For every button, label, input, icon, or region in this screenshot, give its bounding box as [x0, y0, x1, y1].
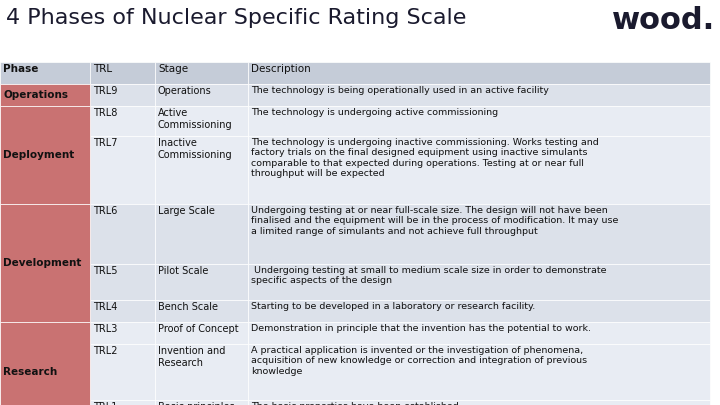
Text: Operations: Operations — [3, 90, 68, 100]
Text: Inactive
Commissioning: Inactive Commissioning — [158, 138, 233, 160]
Bar — [90, 400, 155, 405]
Text: Stage: Stage — [158, 64, 188, 74]
Text: TRL6: TRL6 — [93, 206, 117, 216]
Text: A practical application is invented or the investigation of phenomena,
acquisiti: A practical application is invented or t… — [251, 346, 587, 376]
Text: Proof of Concept: Proof of Concept — [158, 324, 238, 334]
Text: Invention and
Research: Invention and Research — [158, 346, 225, 368]
Bar — [90, 84, 155, 106]
Text: TRL4: TRL4 — [93, 302, 117, 312]
Bar — [0, 84, 90, 106]
Text: TRL1: TRL1 — [93, 402, 117, 405]
Bar — [90, 62, 155, 84]
Bar — [0, 322, 90, 405]
Text: Large Scale: Large Scale — [158, 206, 215, 216]
Text: Deployment: Deployment — [3, 150, 74, 160]
Bar — [90, 264, 155, 300]
Bar — [155, 322, 248, 344]
Text: Basic principles: Basic principles — [158, 402, 235, 405]
Text: wood.: wood. — [612, 6, 715, 35]
Bar — [0, 204, 90, 322]
Text: 4 Phases of Nuclear Specific Rating Scale: 4 Phases of Nuclear Specific Rating Scal… — [6, 8, 467, 28]
Text: Bench Scale: Bench Scale — [158, 302, 218, 312]
Text: TRL8: TRL8 — [93, 108, 117, 118]
Text: TRL5: TRL5 — [93, 266, 117, 276]
Text: TRL3: TRL3 — [93, 324, 117, 334]
Bar — [248, 204, 710, 264]
Bar — [155, 84, 248, 106]
Bar — [0, 62, 90, 84]
Text: The basic properties have been established: The basic properties have been establish… — [251, 402, 459, 405]
Bar — [155, 106, 248, 136]
Bar — [90, 136, 155, 204]
Bar — [90, 344, 155, 400]
Bar — [155, 62, 248, 84]
Text: TRL: TRL — [93, 64, 112, 74]
Bar — [155, 300, 248, 322]
Text: TRL9: TRL9 — [93, 86, 117, 96]
Bar — [155, 344, 248, 400]
Bar — [90, 300, 155, 322]
Text: TRL2: TRL2 — [93, 346, 117, 356]
Text: Undergoing testing at or near full-scale size. The design will not have been
fin: Undergoing testing at or near full-scale… — [251, 206, 618, 236]
Bar — [155, 264, 248, 300]
Text: Starting to be developed in a laboratory or research facility.: Starting to be developed in a laboratory… — [251, 302, 535, 311]
Bar — [248, 106, 710, 136]
Bar — [90, 106, 155, 136]
Bar — [248, 344, 710, 400]
Text: Demonstration in principle that the invention has the potential to work.: Demonstration in principle that the inve… — [251, 324, 591, 333]
Text: TRL7: TRL7 — [93, 138, 117, 148]
Bar — [248, 264, 710, 300]
Text: Active
Commissioning: Active Commissioning — [158, 108, 233, 130]
Text: Operations: Operations — [158, 86, 212, 96]
Bar — [248, 84, 710, 106]
Bar — [90, 204, 155, 264]
Bar — [248, 300, 710, 322]
Bar — [155, 136, 248, 204]
Bar — [155, 400, 248, 405]
Bar — [248, 62, 710, 84]
Text: Development: Development — [3, 258, 81, 268]
Bar — [90, 322, 155, 344]
Text: The technology is undergoing inactive commissioning. Works testing and
factory t: The technology is undergoing inactive co… — [251, 138, 599, 178]
Text: The technology is undergoing active commissioning: The technology is undergoing active comm… — [251, 108, 498, 117]
Text: Pilot Scale: Pilot Scale — [158, 266, 208, 276]
Bar — [248, 400, 710, 405]
Text: Research: Research — [3, 367, 58, 377]
Bar — [0, 106, 90, 204]
Text: Description: Description — [251, 64, 311, 74]
Text: Undergoing testing at small to medium scale size in order to demonstrate
specifi: Undergoing testing at small to medium sc… — [251, 266, 606, 286]
Bar — [248, 322, 710, 344]
Text: Phase: Phase — [3, 64, 38, 74]
Bar — [248, 136, 710, 204]
Text: The technology is being operationally used in an active facility: The technology is being operationally us… — [251, 86, 549, 95]
Bar — [155, 204, 248, 264]
